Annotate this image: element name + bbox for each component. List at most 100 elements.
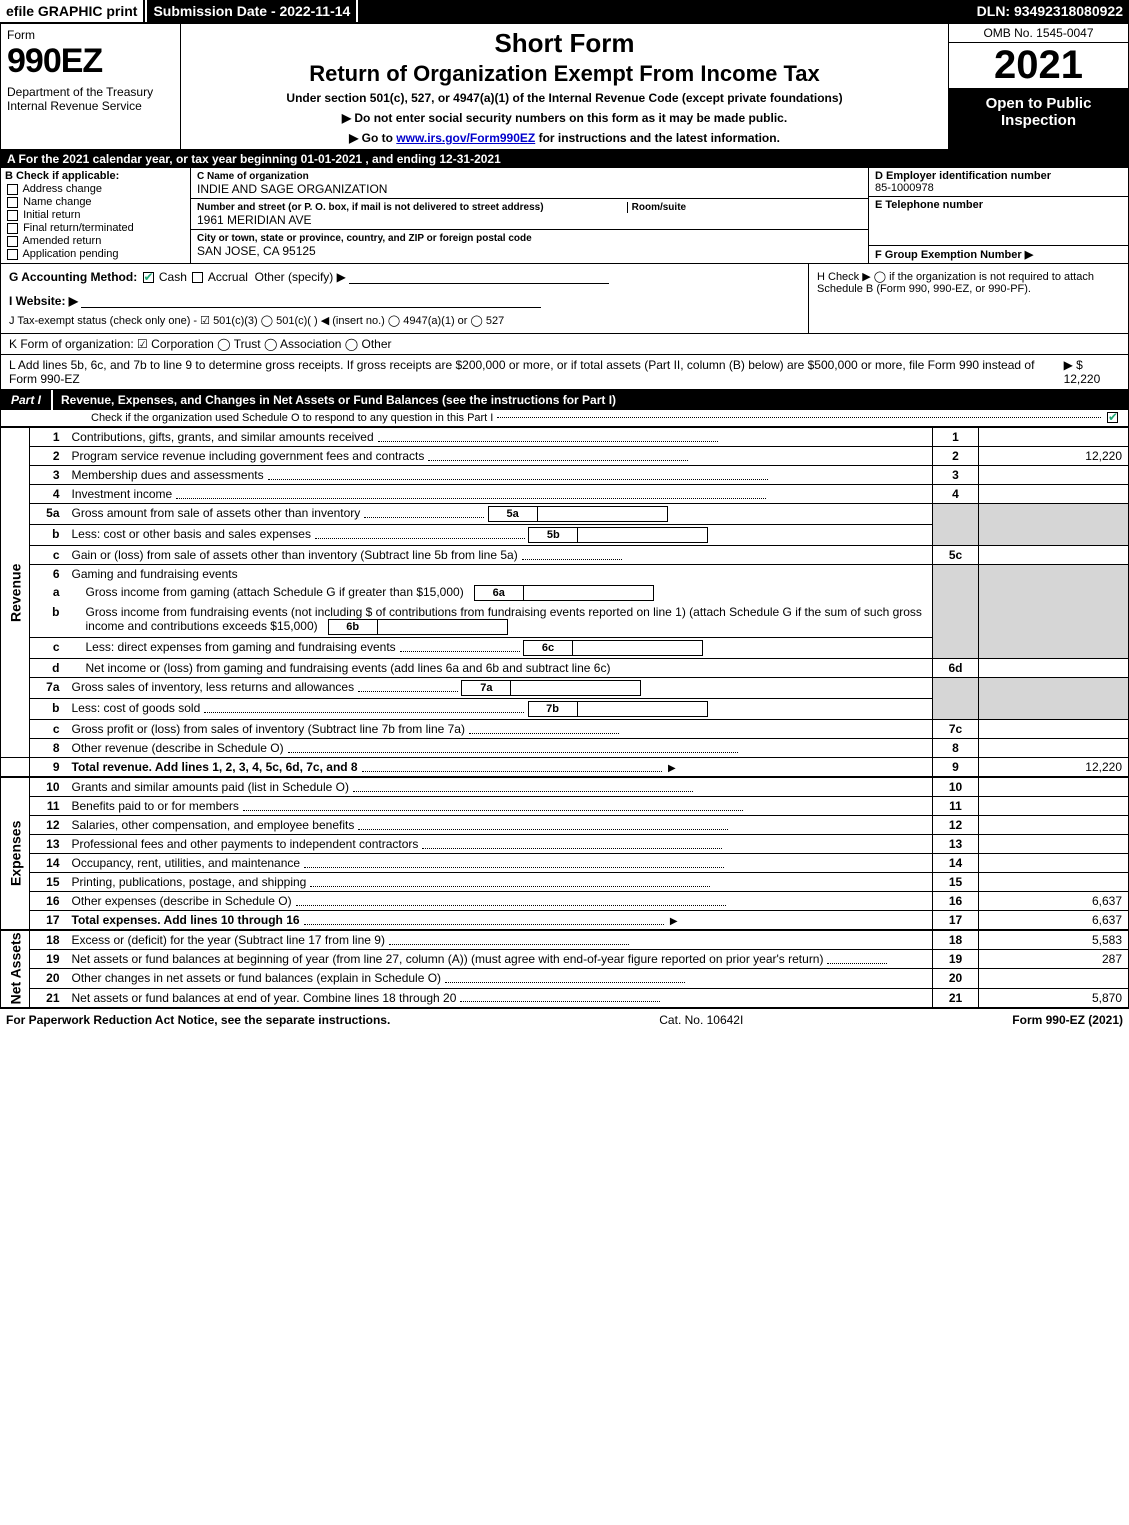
chk-final-return[interactable]: Final return/terminated bbox=[5, 222, 186, 234]
l7b-num: b bbox=[30, 699, 66, 720]
part1-checkbox[interactable] bbox=[1107, 412, 1118, 423]
l6d-val bbox=[979, 659, 1129, 678]
l2-num: 2 bbox=[30, 447, 66, 466]
chk-label-1: Name change bbox=[23, 196, 92, 208]
l5c-num: c bbox=[30, 546, 66, 565]
l8-desc: Other revenue (describe in Schedule O) bbox=[66, 739, 933, 758]
chk-cash[interactable] bbox=[143, 272, 154, 283]
l18-val: 5,583 bbox=[979, 930, 1129, 950]
l5ab-shade-num bbox=[933, 504, 979, 546]
website-line[interactable] bbox=[81, 294, 541, 308]
l9-desc: Total revenue. Add lines 1, 2, 3, 4, 5c,… bbox=[66, 758, 933, 778]
l6-shade-num bbox=[933, 565, 979, 659]
l6b-ibox: 6b bbox=[328, 619, 378, 635]
part1-check-dots bbox=[497, 410, 1101, 418]
l12-num: 12 bbox=[30, 816, 66, 835]
l5a-ibox: 5a bbox=[488, 506, 538, 522]
l8-val bbox=[979, 739, 1129, 758]
col-b-heading: B Check if applicable: bbox=[5, 170, 186, 182]
chk-accrual[interactable] bbox=[192, 272, 203, 283]
subtitle: Under section 501(c), 527, or 4947(a)(1)… bbox=[189, 91, 940, 105]
l6c-ival[interactable] bbox=[573, 640, 703, 656]
l19-box: 19 bbox=[933, 950, 979, 969]
l6a-ibox: 6a bbox=[474, 585, 524, 601]
l7b-desc: Less: cost of goods sold 7b bbox=[66, 699, 933, 720]
l17-val: 6,637 bbox=[979, 911, 1129, 931]
l7c-desc: Gross profit or (loss) from sales of inv… bbox=[66, 720, 933, 739]
chk-label-3: Final return/terminated bbox=[23, 222, 134, 234]
room-label: Room/suite bbox=[627, 202, 686, 213]
section-bcdef: B Check if applicable: Address change Na… bbox=[0, 168, 1129, 264]
instr2-post: for instructions and the latest informat… bbox=[535, 131, 780, 145]
chk-application-pending[interactable]: Application pending bbox=[5, 248, 186, 260]
footer-left: For Paperwork Reduction Act Notice, see … bbox=[6, 1013, 390, 1027]
l18-num: 18 bbox=[30, 930, 66, 950]
l7c-val bbox=[979, 720, 1129, 739]
l20-num: 20 bbox=[30, 969, 66, 988]
l6d-box: 6d bbox=[933, 659, 979, 678]
l6a-ival[interactable] bbox=[524, 585, 654, 601]
l7ab-shade-num bbox=[933, 678, 979, 720]
line-10: Expenses 10 Grants and similar amounts p… bbox=[1, 777, 1129, 797]
line-19: 19 Net assets or fund balances at beginn… bbox=[1, 950, 1129, 969]
row-gh: G Accounting Method: Cash Accrual Other … bbox=[0, 264, 1129, 334]
col-h: H Check ▶ ◯ if the organization is not r… bbox=[808, 264, 1128, 333]
l16-desc: Other expenses (describe in Schedule O) bbox=[66, 892, 933, 911]
l7b-ival[interactable] bbox=[578, 701, 708, 717]
l6-shade-val bbox=[979, 565, 1129, 659]
chk-initial-return[interactable]: Initial return bbox=[5, 209, 186, 221]
l7a-ival[interactable] bbox=[511, 680, 641, 696]
l5c-desc: Gain or (loss) from sale of assets other… bbox=[66, 546, 933, 565]
chk-label-5: Application pending bbox=[22, 248, 118, 260]
line-21: 21 Net assets or fund balances at end of… bbox=[1, 988, 1129, 1007]
l10-num: 10 bbox=[30, 777, 66, 797]
irs-link[interactable]: www.irs.gov/Form990EZ bbox=[396, 131, 535, 145]
part1-header: Part I Revenue, Expenses, and Changes in… bbox=[0, 390, 1129, 410]
l5a-num: 5a bbox=[30, 504, 66, 525]
form-word: Form bbox=[7, 28, 174, 42]
line-5a: 5a Gross amount from sale of assets othe… bbox=[1, 504, 1129, 525]
city-row: City or town, state or province, country… bbox=[191, 230, 868, 260]
l5b-ibox: 5b bbox=[528, 527, 578, 543]
l6b-desc: Gross income from fundraising events (no… bbox=[66, 603, 933, 638]
chk-address-change[interactable]: Address change bbox=[5, 183, 186, 195]
l5b-ival[interactable] bbox=[578, 527, 708, 543]
l1-num: 1 bbox=[30, 428, 66, 447]
ein-value: 85-1000978 bbox=[875, 182, 1122, 194]
l2-desc: Program service revenue including govern… bbox=[66, 447, 933, 466]
opt-cash: Cash bbox=[159, 270, 187, 284]
group-exemption-row: F Group Exemption Number ▶ bbox=[869, 246, 1128, 263]
l19-num: 19 bbox=[30, 950, 66, 969]
l4-num: 4 bbox=[30, 485, 66, 504]
other-specify-line[interactable] bbox=[349, 270, 609, 284]
l21-num: 21 bbox=[30, 988, 66, 1007]
l20-val bbox=[979, 969, 1129, 988]
chk-amended-return[interactable]: Amended return bbox=[5, 235, 186, 247]
opt-accrual: Accrual bbox=[208, 270, 248, 284]
chk-name-change[interactable]: Name change bbox=[5, 196, 186, 208]
l15-desc: Printing, publications, postage, and shi… bbox=[66, 873, 933, 892]
efile-label[interactable]: efile GRAPHIC print bbox=[0, 0, 145, 22]
line-1: Revenue 1 Contributions, gifts, grants, … bbox=[1, 428, 1129, 447]
street-row: Number and street (or P. O. box, if mail… bbox=[191, 199, 868, 230]
l5a-ival[interactable] bbox=[538, 506, 668, 522]
l19-desc: Net assets or fund balances at beginning… bbox=[66, 950, 933, 969]
l12-val bbox=[979, 816, 1129, 835]
opt-other: Other (specify) ▶ bbox=[255, 270, 346, 284]
footer-catalog: Cat. No. 10642I bbox=[390, 1013, 1012, 1027]
l3-desc: Membership dues and assessments bbox=[66, 466, 933, 485]
l15-box: 15 bbox=[933, 873, 979, 892]
omb-number: OMB No. 1545-0047 bbox=[949, 24, 1128, 43]
l6c-desc: Less: direct expenses from gaming and fu… bbox=[66, 638, 933, 659]
l20-desc: Other changes in net assets or fund bala… bbox=[66, 969, 933, 988]
l6b-ival[interactable] bbox=[378, 619, 508, 635]
telephone-row: E Telephone number bbox=[869, 197, 1128, 246]
l16-box: 16 bbox=[933, 892, 979, 911]
l18-desc: Excess or (deficit) for the year (Subtra… bbox=[66, 930, 933, 950]
line-14: 14 Occupancy, rent, utilities, and maint… bbox=[1, 854, 1129, 873]
line-7c: c Gross profit or (loss) from sales of i… bbox=[1, 720, 1129, 739]
l6-desc: Gaming and fundraising events bbox=[66, 565, 933, 584]
part1-title: Revenue, Expenses, and Changes in Net As… bbox=[53, 390, 1128, 410]
title-return: Return of Organization Exempt From Incom… bbox=[189, 61, 940, 87]
l1-val bbox=[979, 428, 1129, 447]
